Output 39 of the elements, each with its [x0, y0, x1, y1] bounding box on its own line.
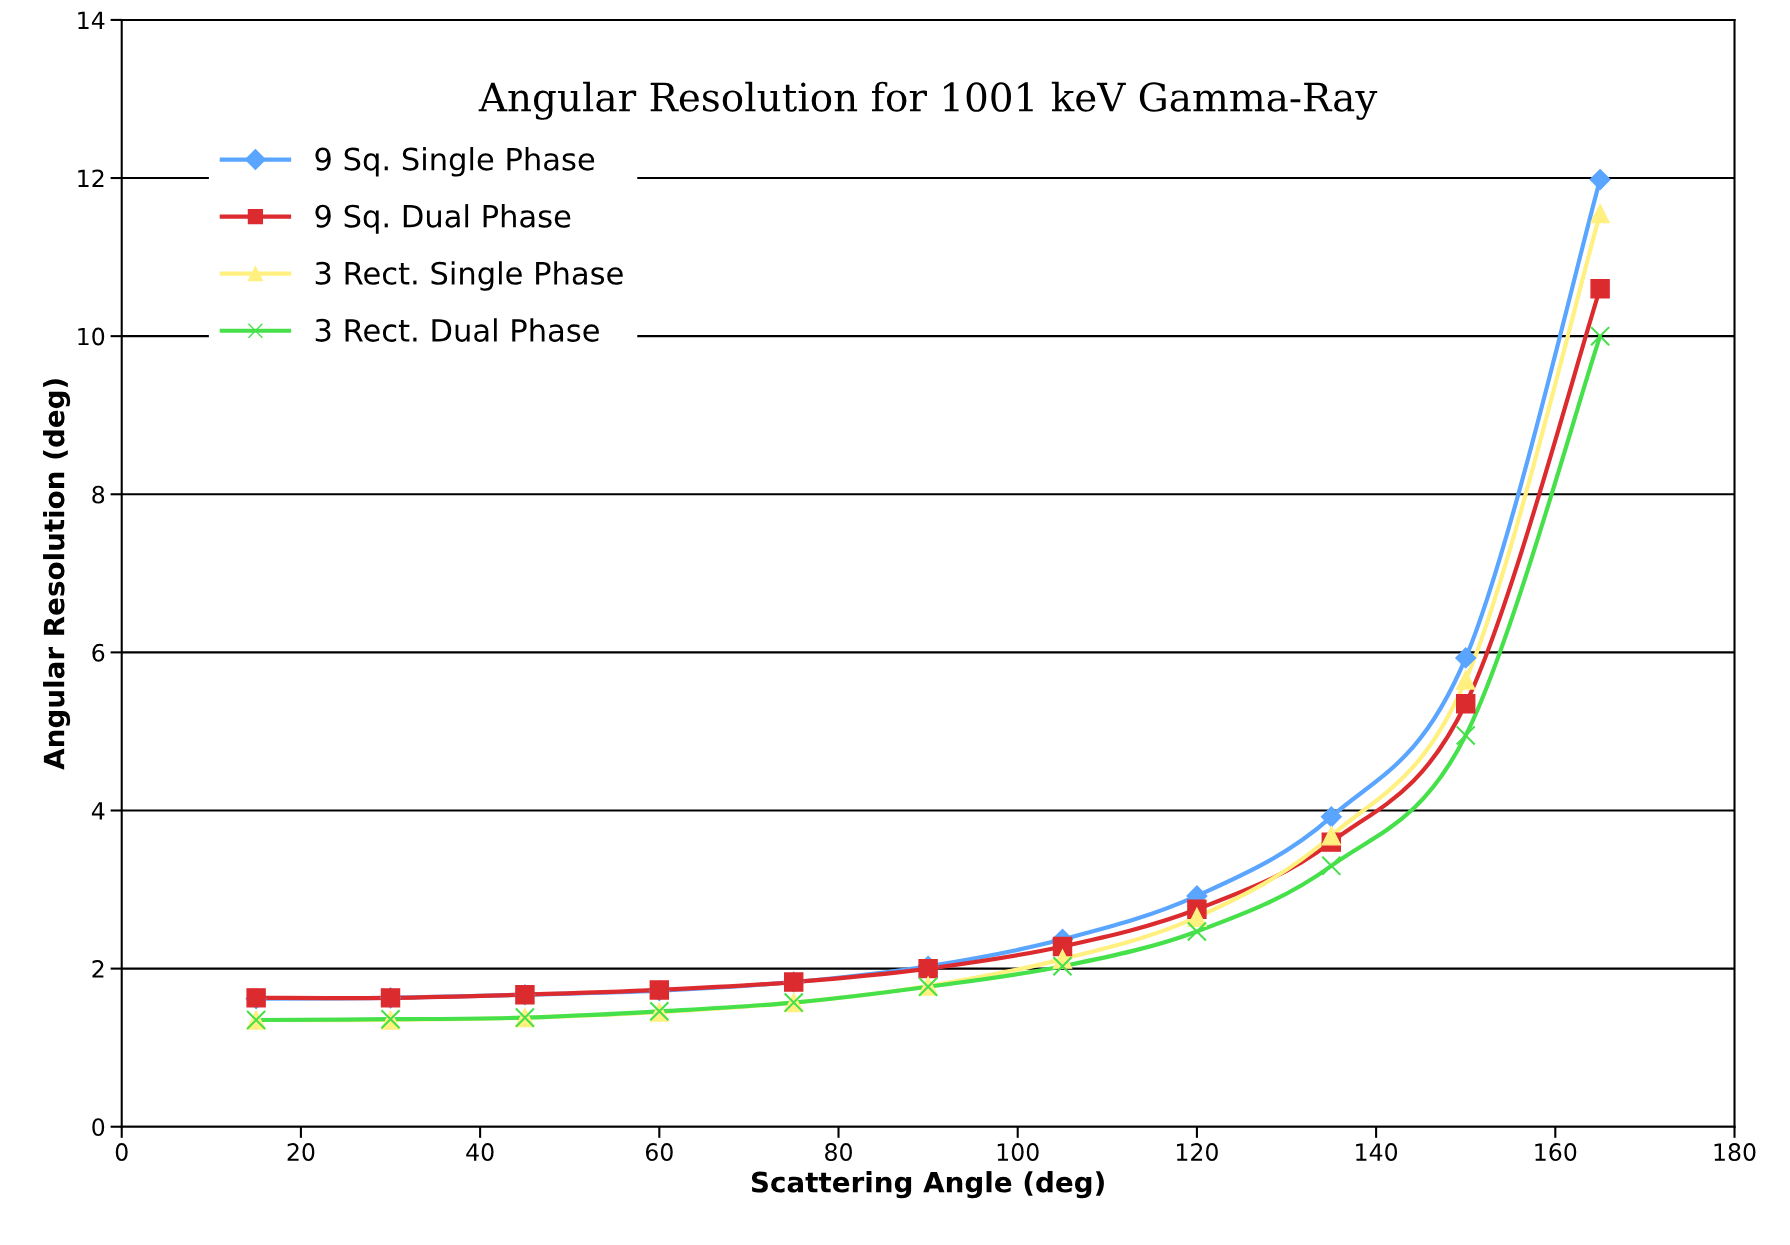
- point: [1590, 326, 1611, 347]
- x-tick-label: 120: [1176, 1143, 1218, 1161]
- x-tick-label: 20: [287, 1143, 315, 1161]
- x-tick-label: 40: [466, 1143, 494, 1161]
- point: [1455, 670, 1476, 690]
- x-axis-title: Scattering Angle (deg): [751, 1171, 1104, 1199]
- legend-label: 3 Rect. Single Phase: [315, 261, 623, 291]
- point: [1455, 694, 1476, 714]
- text: Angular Resolution for 1001 keV Gamma-Ray: [478, 81, 1378, 120]
- point: [1187, 907, 1207, 927]
- y-tick-label: 4: [91, 802, 105, 820]
- x-tick-label: 60: [645, 1143, 673, 1161]
- x-tick-label: 160: [1535, 1143, 1577, 1161]
- point: [1321, 855, 1342, 876]
- point: [1590, 203, 1610, 224]
- x-tick-label: 0: [115, 1143, 128, 1161]
- y-tick-label: 6: [92, 643, 105, 662]
- y-tick-label: 8: [92, 485, 105, 504]
- legend-label: 3 Rect. Dual Phase: [315, 318, 599, 342]
- point: [1052, 956, 1073, 977]
- point: [1455, 725, 1476, 746]
- x-tick-label: 80: [825, 1143, 852, 1161]
- point: [1455, 647, 1477, 669]
- legend-label: 9 Sq. Single Phase: [315, 147, 595, 177]
- y-axis-title: Angular Resolution (deg): [43, 379, 71, 770]
- x-tick-label: 140: [1356, 1143, 1398, 1161]
- y-tick-label: 0: [92, 1118, 105, 1137]
- point: [1186, 921, 1207, 942]
- y-tick-label: 10: [78, 327, 105, 346]
- legend-label: 9 Sq. Dual Phase: [315, 204, 571, 234]
- point: [1321, 826, 1342, 846]
- x-tick-label: 180: [1714, 1143, 1756, 1161]
- y-tick-label: 14: [78, 11, 105, 29]
- point: [1590, 278, 1610, 299]
- point: [1320, 806, 1342, 828]
- y-tick-label: 2: [92, 960, 104, 978]
- y-tick-label: 12: [78, 169, 104, 188]
- point: [1589, 169, 1611, 191]
- x-tick-label: 100: [997, 1143, 1039, 1161]
